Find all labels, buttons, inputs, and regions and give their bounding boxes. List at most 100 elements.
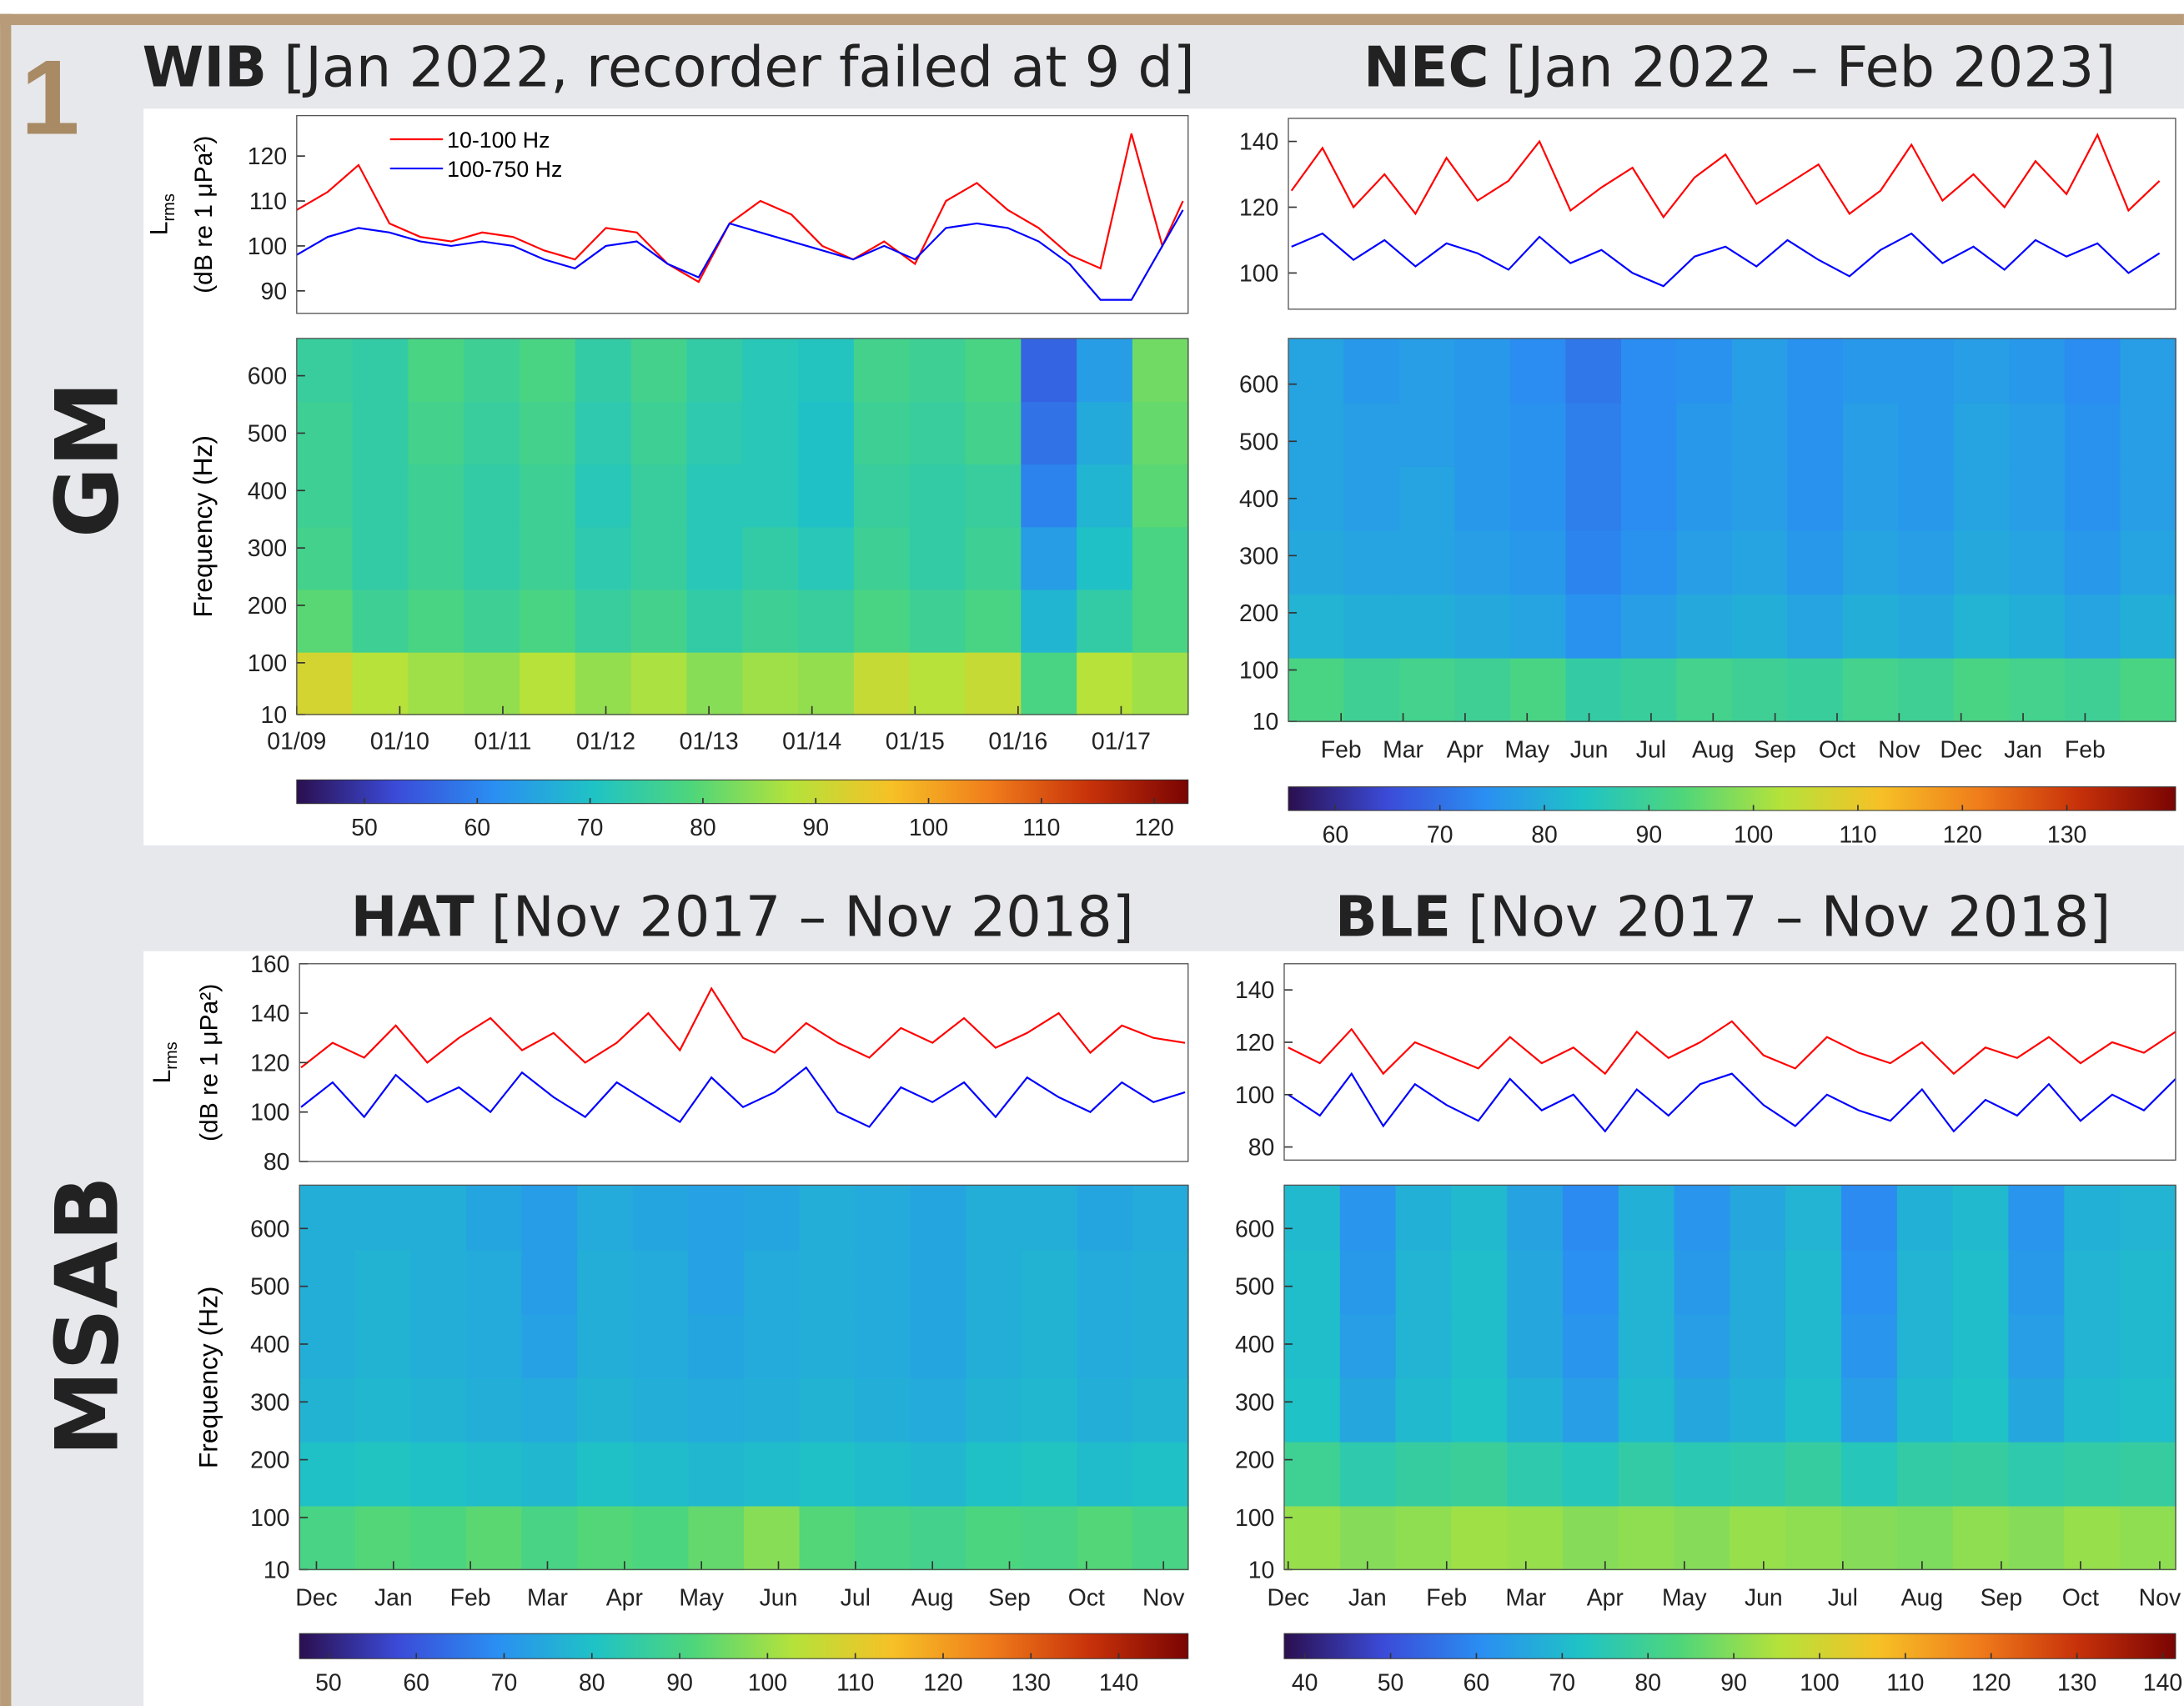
y-tick-label: 300: [248, 535, 287, 562]
heatmap-cell: [800, 1505, 856, 1570]
heatmap-cell: [2009, 402, 2065, 467]
x-tick-label: Oct: [1819, 737, 1855, 764]
y-tick-label: 100: [1239, 657, 1278, 684]
heatmap-cell: [2064, 1505, 2121, 1570]
heatmap-cell: [1843, 402, 1899, 467]
heatmap-cell: [408, 526, 464, 590]
heatmap-cell: [1021, 464, 1077, 527]
x-tick-label: Aug: [911, 1585, 954, 1612]
heatmap-cell: [520, 589, 576, 652]
colorbar-tick-label: 140: [2143, 1670, 2182, 1697]
x-tick-label: Feb: [1321, 737, 1362, 764]
heatmap-cell: [1077, 464, 1133, 527]
colorbar-tick-label: 70: [1427, 821, 1453, 848]
heatmap-cell: [1954, 402, 2010, 467]
heatmap-cell: [744, 1442, 801, 1507]
colorbar-tick-label: 60: [1323, 821, 1349, 848]
heatmap-cell: [966, 1377, 1022, 1443]
chart-title: HAT[Nov 2017 – Nov 2018]: [351, 884, 1134, 949]
heatmap-cell: [522, 1185, 579, 1250]
heatmap-cell: [1284, 1505, 1341, 1570]
heatmap-cell: [1954, 530, 2010, 595]
heatmap-cell: [1454, 339, 1510, 404]
heatmap-cell: [966, 652, 1022, 715]
heatmap-cell: [1399, 339, 1455, 404]
heatmap-cell: [1787, 594, 1843, 659]
heatmap-cell: [1565, 339, 1621, 404]
heatmap-cell: [1022, 1377, 1078, 1443]
heatmap-cell: [577, 1442, 634, 1507]
heatmap-cell: [1022, 1313, 1078, 1378]
x-tick-label: Apr: [1587, 1585, 1624, 1612]
heatmap-cell: [2008, 1442, 2065, 1507]
heatmap-cell: [1674, 1313, 1731, 1378]
heatmap-cell: [1077, 339, 1133, 402]
heatmap-cell: [2008, 1313, 2065, 1378]
heatmap-cell: [966, 464, 1022, 527]
heatmap-cell: [1897, 1185, 1954, 1250]
heatmap-cell: [1563, 1313, 1619, 1378]
heatmap-cell: [1022, 1442, 1078, 1507]
colorbar-tick-label: 40: [1292, 1670, 1318, 1697]
y-tick-label: 120: [250, 1050, 289, 1076]
heatmap-cell: [1454, 466, 1510, 531]
heatmap-cell: [911, 1505, 967, 1570]
heatmap-cell: [1451, 1442, 1508, 1507]
heatmap-cell: [1288, 466, 1344, 531]
heatmap-cell: [1730, 1185, 1786, 1250]
heatmap-cell: [1621, 339, 1677, 404]
heatmap-cell: [1732, 658, 1788, 723]
heatmap-cell: [2009, 466, 2065, 531]
colorbar-tick-label: 110: [836, 1670, 874, 1697]
heatmap-cell: [910, 401, 966, 464]
heatmap-cell: [798, 401, 855, 464]
legend-label: 10-100 Hz: [447, 128, 550, 153]
heatmap-cell: [1732, 402, 1788, 467]
chart-title: NEC[Jan 2022 – Feb 2023]: [1363, 35, 2116, 100]
heatmap-cell: [2120, 1505, 2176, 1570]
heatmap-cell: [520, 339, 576, 402]
heatmap-cell: [1732, 530, 1788, 595]
colorbar: [299, 1633, 1188, 1658]
heatmap-cell: [742, 652, 799, 715]
heatmap-cell: [1565, 658, 1621, 723]
heatmap-cell: [2065, 402, 2121, 467]
x-tick-label: 01/11: [474, 729, 532, 755]
heatmap-cell: [355, 1185, 412, 1250]
colorbar-tick-label: 120: [1971, 1670, 2011, 1697]
colorbar-tick-label: 80: [1634, 1670, 1661, 1697]
y-tick-label: 120: [1235, 1030, 1274, 1056]
y-tick-label: 100: [250, 1100, 289, 1126]
heatmap-cell: [1507, 1249, 1564, 1314]
colorbar-tick-label: 130: [1012, 1670, 1051, 1697]
heatmap-cell: [1953, 1249, 2010, 1314]
colorbar-tick-label: 90: [802, 815, 829, 841]
x-tick-label: Nov: [1878, 737, 1920, 764]
heatmap-cell: [966, 401, 1022, 464]
heatmap-cell: [1674, 1377, 1731, 1443]
heatmap-cell: [1953, 1505, 2010, 1570]
heatmap-cell: [1396, 1442, 1453, 1507]
heatmap-cell: [1399, 594, 1455, 659]
heatmap-cell: [522, 1377, 579, 1443]
colorbar-tick-label: 130: [2057, 1670, 2096, 1697]
heatmap-cell: [742, 401, 799, 464]
heatmap-cell: [631, 589, 688, 652]
heatmap-cell: [577, 1313, 634, 1378]
heatmap-cell: [1340, 1442, 1397, 1507]
x-tick-label: Dec: [1940, 737, 1981, 764]
heatmap-cell: [520, 401, 576, 464]
colorbar-tick-label: 50: [1378, 1670, 1404, 1697]
heatmap-cell: [966, 526, 1022, 590]
colorbar-tick-label: 50: [351, 815, 378, 841]
heatmap-cell: [1897, 1313, 1954, 1378]
heatmap-cell: [1132, 589, 1189, 652]
heatmap-cell: [966, 1442, 1022, 1507]
heatmap-cell: [798, 464, 855, 527]
heatmap-cell: [1288, 339, 1344, 404]
heatmap-cell: [1676, 339, 1732, 404]
y-label-main: L: [145, 222, 173, 236]
x-tick-label: 01/14: [782, 729, 841, 755]
x-tick-label: 01/15: [886, 729, 945, 755]
heatmap-cell: [1451, 1313, 1508, 1378]
